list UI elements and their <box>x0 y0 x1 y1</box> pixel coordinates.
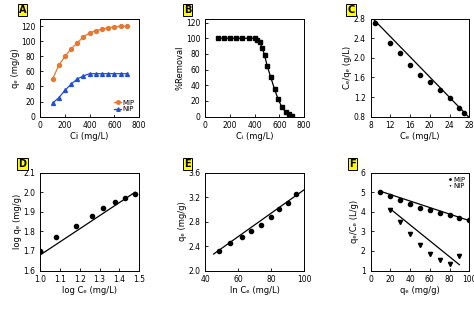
Text: C: C <box>347 5 355 15</box>
X-axis label: ln Cₑ (mg/L): ln Cₑ (mg/L) <box>230 286 280 295</box>
Legend: MIP, NIP: MIP, NIP <box>112 98 137 114</box>
Legend: MIP, NIP: MIP, NIP <box>446 175 467 192</box>
Y-axis label: log qₑ (mg/g): log qₑ (mg/g) <box>13 194 22 249</box>
Text: F: F <box>349 159 356 169</box>
X-axis label: qₑ (mg/g): qₑ (mg/g) <box>400 286 440 295</box>
X-axis label: Ci (mg/L): Ci (mg/L) <box>71 132 109 141</box>
Text: D: D <box>18 159 27 169</box>
X-axis label: log Cₑ (mg/L): log Cₑ (mg/L) <box>62 286 117 295</box>
Y-axis label: qₑ/Cₑ (L/g): qₑ/Cₑ (L/g) <box>350 200 359 243</box>
Text: E: E <box>184 159 191 169</box>
Y-axis label: Cₑ/qₑ (g/L): Cₑ/qₑ (g/L) <box>343 46 352 89</box>
Y-axis label: qₑ (mg/g): qₑ (mg/g) <box>178 202 187 241</box>
X-axis label: Cᵢ (mg/L): Cᵢ (mg/L) <box>236 132 273 141</box>
Y-axis label: %Removal: %Removal <box>176 45 185 90</box>
Text: A: A <box>19 5 26 15</box>
Y-axis label: qₑ (mg/g): qₑ (mg/g) <box>10 48 19 87</box>
Text: B: B <box>184 5 191 15</box>
X-axis label: Cₑ (mg/L): Cₑ (mg/L) <box>400 132 440 141</box>
